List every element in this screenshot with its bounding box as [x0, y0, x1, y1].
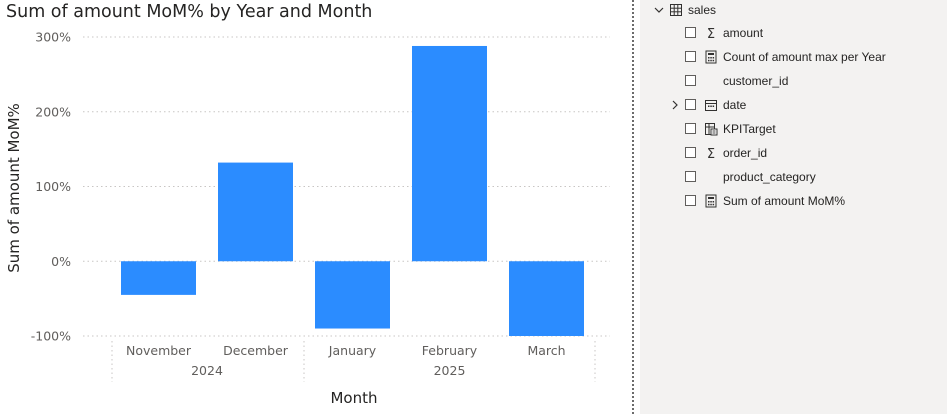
- table-icon: [670, 4, 682, 16]
- field-label: order_id: [723, 146, 768, 160]
- x-tick-label: November: [126, 343, 192, 358]
- y-tick-label: 300%: [35, 30, 71, 45]
- x-group-label: 2024: [191, 363, 223, 378]
- field-row-sum-of-amount-mom[interactable]: Sum of amount MoM%: [640, 191, 947, 213]
- field-row-product-category[interactable]: product_category: [640, 167, 947, 189]
- calculated-table-icon: [705, 123, 718, 136]
- field-label: product_category: [723, 170, 816, 184]
- sigma-icon: Σ: [707, 27, 715, 40]
- field-checkbox[interactable]: [685, 75, 696, 86]
- bars[interactable]: [121, 45, 584, 336]
- field-row-count-of-amount-max-per-year[interactable]: Count of amount max per Year: [640, 47, 947, 69]
- y-tick-label: -100%: [31, 329, 71, 344]
- x-tick-label: January: [328, 343, 377, 358]
- bar-december[interactable]: [218, 162, 293, 262]
- field-label: Count of amount max per Year: [723, 50, 886, 64]
- x-tick-label: March: [527, 343, 565, 358]
- chevron-down-icon[interactable]: [652, 3, 666, 17]
- field-checkbox[interactable]: [685, 147, 696, 158]
- x-group-label: 2025: [434, 363, 466, 378]
- calculator-icon: [705, 50, 717, 64]
- x-axis-groups: 2024 2025: [111, 341, 596, 382]
- bar-march[interactable]: [509, 261, 584, 336]
- field-checkbox[interactable]: [685, 99, 696, 110]
- pane-divider: [632, 0, 634, 414]
- bar-january[interactable]: [315, 261, 390, 329]
- table-sales[interactable]: sales: [640, 0, 947, 22]
- field-label: date: [723, 98, 747, 112]
- y-tick-label: 0%: [51, 254, 71, 269]
- chart-title: Sum of amount MoM% by Year and Month: [6, 2, 372, 22]
- field-checkbox[interactable]: [685, 123, 696, 134]
- y-tick-label: 200%: [35, 104, 71, 119]
- bar-february[interactable]: [412, 45, 487, 262]
- chevron-right-icon[interactable]: [668, 98, 682, 112]
- field-row-kpitarget[interactable]: KPITarget: [640, 119, 947, 141]
- svg-text:Σ: Σ: [707, 147, 715, 160]
- field-checkbox[interactable]: [685, 195, 696, 206]
- field-row-customer-id[interactable]: customer_id: [640, 71, 947, 93]
- calendar-icon: [705, 100, 717, 111]
- field-checkbox[interactable]: [685, 171, 696, 182]
- field-label: customer_id: [723, 74, 789, 88]
- bar-chart-visual[interactable]: Sum of amount MoM% by Year and Month 300…: [0, 0, 632, 414]
- x-axis-title: Month: [330, 389, 377, 407]
- y-tick-label: 100%: [35, 179, 71, 194]
- field-label: Sum of amount MoM%: [723, 194, 846, 208]
- field-checkbox[interactable]: [685, 51, 696, 62]
- y-axis-title: Sum of amount MoM%: [5, 103, 23, 273]
- field-label: amount: [723, 26, 764, 40]
- x-axis-ticks: November December January February March: [126, 343, 566, 358]
- svg-text:Σ: Σ: [707, 27, 715, 40]
- field-checkbox[interactable]: [685, 27, 696, 38]
- bar-chart: Sum of amount MoM% by Year and Month 300…: [5, 2, 610, 407]
- x-tick-label: December: [223, 343, 289, 358]
- field-label: KPITarget: [723, 122, 776, 136]
- sigma-icon: Σ: [707, 147, 715, 160]
- y-axis-ticks: 300% 200% 100% 0% -100%: [31, 30, 71, 344]
- field-row-date[interactable]: date: [640, 95, 947, 117]
- table-name: sales: [688, 3, 717, 17]
- bar-november[interactable]: [121, 261, 196, 295]
- x-tick-label: February: [422, 343, 478, 358]
- calculator-icon: [705, 194, 717, 208]
